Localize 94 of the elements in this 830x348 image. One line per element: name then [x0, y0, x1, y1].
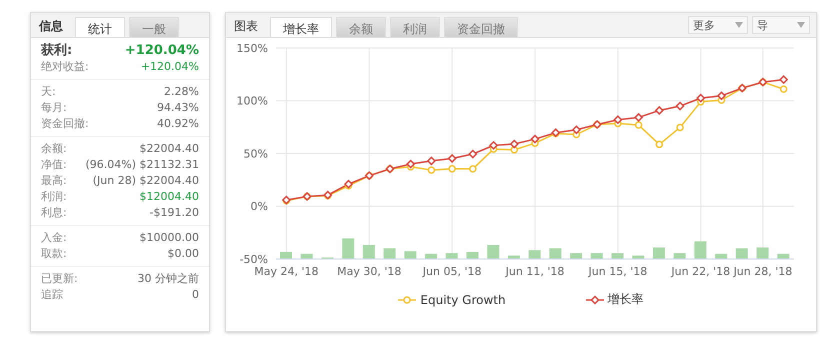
x-tick-label: May 24, '18 — [254, 264, 318, 278]
chart-title: 图表 — [233, 18, 259, 35]
point — [468, 150, 478, 158]
bar — [694, 241, 706, 259]
text: +120.04% — [140, 59, 199, 75]
text: 更多 — [693, 18, 715, 32]
text: +120.04% — [124, 42, 199, 59]
bar — [570, 253, 582, 259]
text: $12004.40 — [140, 189, 199, 205]
text: 资金回撤 — [444, 17, 518, 37]
bar — [549, 248, 562, 259]
point — [780, 85, 788, 93]
bar — [674, 253, 686, 259]
point — [344, 180, 353, 188]
point — [656, 140, 664, 148]
legend-label: Equity Growth — [420, 292, 506, 306]
text: 资金回撤: — [41, 116, 89, 132]
text: 取款: — [41, 246, 67, 262]
text: 入金: — [41, 230, 67, 246]
text: 增长率 — [270, 17, 332, 37]
text: 已更新: — [41, 271, 78, 287]
point — [428, 166, 436, 174]
text: 天: — [41, 84, 56, 100]
text: 利息: — [41, 205, 67, 221]
text: $10000.00 — [140, 230, 199, 246]
x-tick-label: Jun 15, '18 — [588, 264, 648, 278]
point — [655, 106, 664, 115]
point — [634, 121, 642, 129]
text: 余额 — [336, 17, 386, 37]
x-tick-label: Jun 28, '18 — [732, 264, 792, 278]
text: 统计 — [75, 17, 125, 37]
bar — [384, 248, 396, 259]
bar — [590, 253, 603, 259]
text: 30 分钟之前 — [138, 271, 199, 287]
point — [779, 75, 788, 84]
legend-label: 增长率 — [608, 291, 644, 308]
bar — [736, 248, 748, 259]
point — [406, 160, 415, 168]
x-tick-label: May 30, '18 — [337, 264, 402, 278]
point — [530, 134, 540, 144]
bar — [466, 252, 478, 259]
y-tick-label: 100% — [236, 94, 268, 108]
text: 追踪 — [41, 287, 63, 303]
text: 2.28% — [164, 84, 199, 100]
text: 绝对收益: — [41, 59, 89, 75]
point — [469, 165, 477, 173]
bar — [612, 253, 624, 259]
text: 94.43% — [157, 100, 199, 116]
bar — [487, 244, 500, 259]
point — [572, 126, 581, 134]
y-tick-label: 150% — [236, 42, 268, 55]
bar — [280, 252, 292, 259]
bar — [652, 248, 665, 259]
text: -$191.20 — [150, 205, 199, 221]
text: 余额: — [41, 141, 67, 157]
text: 获利: — [41, 42, 72, 59]
point — [510, 140, 519, 148]
y-tick-label: -50% — [240, 252, 268, 266]
point — [634, 113, 643, 122]
y-tick-label: 0% — [250, 200, 268, 214]
point — [614, 115, 622, 124]
text: 最高: — [41, 173, 67, 189]
bar — [342, 238, 354, 259]
text: 40.92% — [157, 116, 199, 132]
text: (96.04%) $21132.31 — [85, 157, 199, 173]
y-tick-label: 50% — [244, 147, 268, 160]
point — [696, 94, 706, 102]
point — [510, 146, 518, 154]
text: 利润: — [41, 189, 67, 205]
bar — [756, 248, 769, 259]
text: 利润 — [390, 17, 440, 37]
bar — [362, 244, 375, 259]
point — [448, 154, 456, 163]
text: $0.00 — [168, 246, 199, 262]
text: 0 — [192, 287, 199, 303]
bar — [528, 250, 541, 259]
point — [717, 92, 726, 100]
text: (Jun 28) $22004.40 — [92, 173, 199, 189]
text: 一般 — [129, 17, 179, 37]
point — [448, 165, 456, 173]
x-tick-label: Jun 22, '18 — [670, 264, 730, 278]
x-tick-label: Jun 11, '18 — [504, 264, 564, 278]
point — [676, 124, 684, 132]
text: 信息 — [38, 18, 64, 35]
point — [676, 102, 684, 110]
bar — [404, 251, 416, 259]
text: 净值: — [41, 157, 67, 173]
point — [489, 141, 498, 150]
text: 导 — [757, 18, 768, 32]
x-tick-label: Jun 05, '18 — [422, 264, 482, 278]
text: 每月: — [41, 100, 67, 116]
point — [427, 156, 436, 166]
bar — [446, 253, 458, 259]
text: $22004.40 — [140, 141, 199, 157]
